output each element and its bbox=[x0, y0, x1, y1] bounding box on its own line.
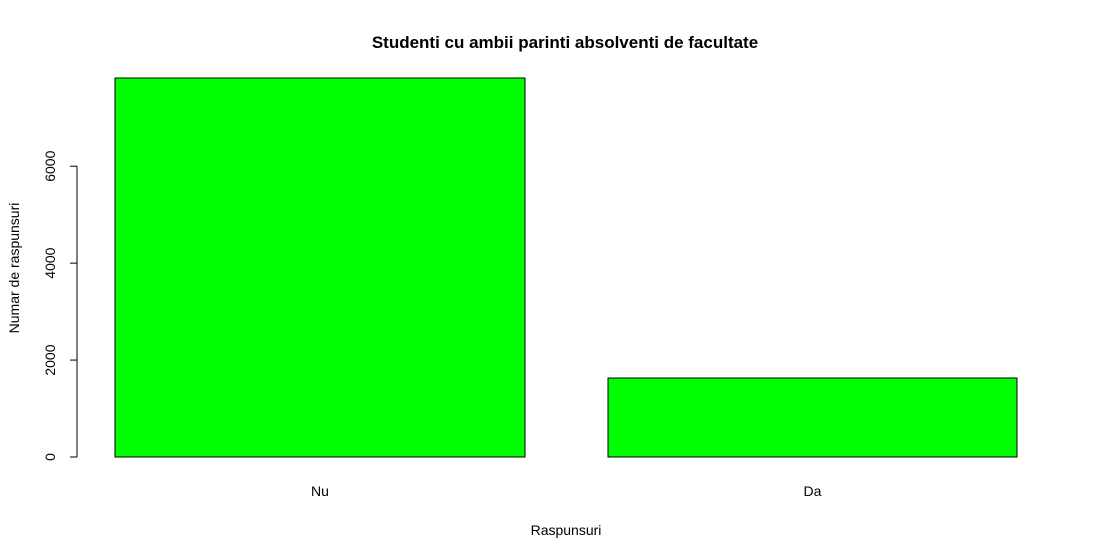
y-tick-label-4000: 4000 bbox=[42, 247, 58, 278]
y-tick-label-6000: 6000 bbox=[42, 150, 58, 181]
bar-da bbox=[607, 377, 1018, 458]
x-axis-label: Raspunsuri bbox=[531, 522, 602, 538]
y-tick-label-2000: 2000 bbox=[42, 344, 58, 375]
y-axis: 0 2000 4000 6000 bbox=[42, 150, 78, 461]
x-tick-label-da: Da bbox=[804, 483, 822, 499]
bar-nu bbox=[114, 77, 526, 458]
x-tick-labels: Nu Da bbox=[311, 483, 822, 499]
bars-group bbox=[114, 77, 1018, 458]
chart-title: Studenti cu ambii parinti absolventi de … bbox=[372, 33, 758, 52]
x-tick-label-nu: Nu bbox=[311, 483, 329, 499]
y-axis-label: Numar de raspunsuri bbox=[6, 203, 22, 334]
y-tick-label-0: 0 bbox=[42, 453, 58, 461]
